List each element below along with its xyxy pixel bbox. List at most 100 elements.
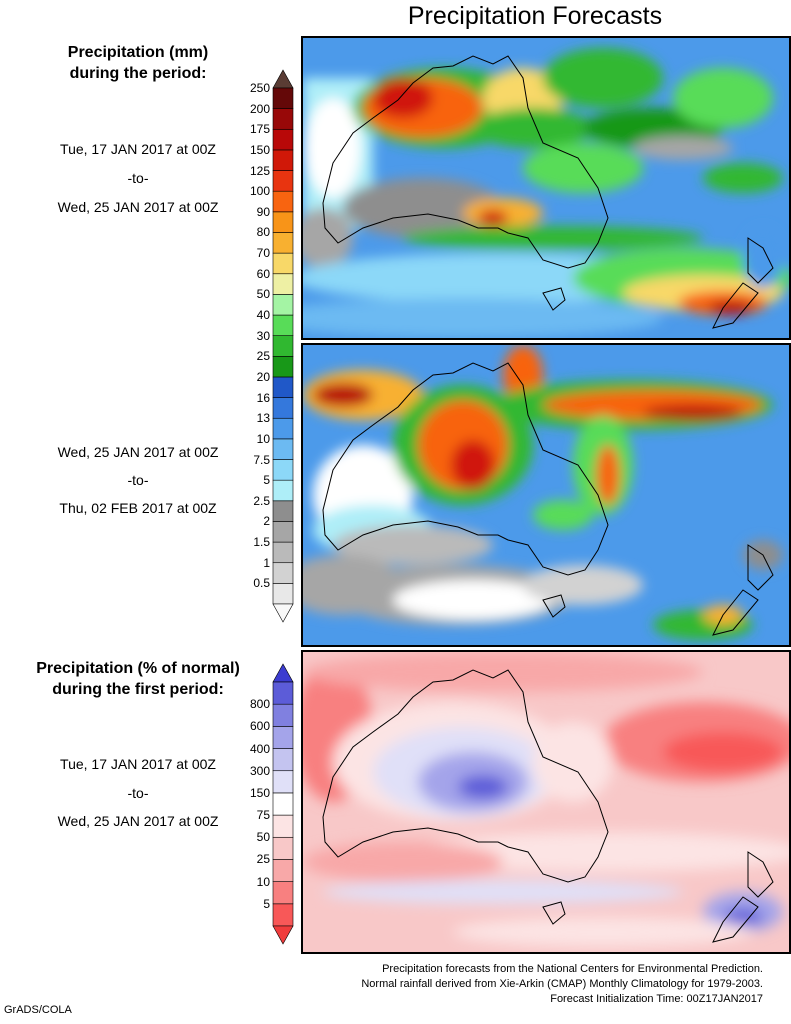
precip-colorbar-tick-label: 125 [249,163,270,178]
anomaly-colorbar-swatch [272,681,294,705]
precip-colorbar-tick-label: 1.5 [253,535,270,550]
footer-line-source: Precipitation forecasts from the Nationa… [382,963,763,975]
precip-colorbar-swatch [272,87,294,109]
footer-line-init-time: Forecast Initialization Time: 00Z17JAN20… [550,993,763,1005]
anomaly-colorbar-tick-label: 600 [249,719,270,734]
anomaly-colorbar-tick-label: 50 [256,830,270,845]
precip-colorbar-swatch [272,314,294,336]
precip-colorbar-tick-label: 40 [256,308,270,323]
precip-colorbar-tick-label: 60 [256,266,270,281]
precip-colorbar-swatch [272,232,294,254]
anomaly-colorbar-tick-label: 25 [256,852,270,867]
precip-colorbar-swatch [272,190,294,213]
anomaly-legend-heading-line1: Precipitation (% of normal) [36,660,240,677]
precip-colorbar-swatch [272,417,294,440]
precip-colorbar-swatch [272,376,294,398]
anomaly-colorbar-tick-label: 150 [249,785,270,800]
map1-tasmania-coastline [542,287,566,311]
precip-colorbar-swatch [272,356,294,378]
precip-colorbar-swatch [272,500,294,522]
anomaly-legend-heading-line2: during the first period: [52,681,224,698]
anomaly-colorbar-swatch [272,792,294,816]
anomaly-map-period1 [301,650,791,954]
map1-australia-coastline [322,55,609,269]
precip-colorbar-swatch [272,294,294,316]
period3-end: Wed, 25 JAN 2017 at 00Z [57,813,219,829]
map2-new-zealand-coastline [712,544,774,636]
anomaly-colorbar-swatch [272,770,294,794]
precip-colorbar-swatch [272,128,294,151]
anomaly-colorbar-tick-label: 5 [263,896,270,911]
precip-colorbar-swatch [272,541,294,564]
precip-colorbar-swatch [272,438,294,460]
precip-colorbar-tick-label: 250 [249,81,270,95]
period3-start: Tue, 17 JAN 2017 at 00Z [60,756,216,772]
precip-map-period2-svg [303,345,789,645]
precip-legend-heading-line1: Precipitation (mm) [67,44,209,61]
period1-start: Tue, 17 JAN 2017 at 00Z [60,141,216,157]
precip-colorbar-tick-label: 13 [256,411,270,426]
precip-legend-heading-line2: during the period: [69,65,207,82]
anomaly-colorbar-top-arrow [272,663,294,683]
map3-anomaly-field [303,652,789,947]
precip-colorbar-swatch [272,252,294,275]
anomaly-colorbar [272,663,294,945]
anomaly-colorbar-swatch [272,903,294,927]
precip-colorbar-swatch [272,273,294,295]
anomaly-colorbar-tick-label: 400 [249,741,270,756]
precip-colorbar-tick-label: 30 [256,328,270,343]
period1-end: Wed, 25 JAN 2017 at 00Z [57,199,219,215]
precip-colorbar-tick-label: 7.5 [253,452,270,467]
period2-start: Wed, 25 JAN 2017 at 00Z [57,444,219,460]
precip-colorbar-tick-label: 1 [263,555,270,570]
anomaly-colorbar-swatch [272,703,294,727]
precip-colorbar-tick-label: 2 [263,514,270,529]
precip-colorbar-swatch [272,521,294,543]
map3-new-zealand-coastline [712,851,774,943]
precip-colorbar-swatch [272,108,294,130]
anomaly-legend-heading: Precipitation (% of normal) during the f… [0,658,276,700]
period3-separator: -to- [127,785,149,801]
precip-map-period2 [301,343,791,647]
period2-separator: -to- [127,472,149,488]
map3-tasmania-coastline [542,901,566,925]
precip-colorbar-swatch [272,583,294,605]
precip-colorbar-top-arrow [272,69,294,89]
anomaly-colorbar-tick-label: 10 [256,874,270,889]
anomaly-colorbar-swatch [272,748,294,772]
precip-colorbar-tick-label: 10 [256,431,270,446]
precip-colorbar-tick-label: 100 [249,184,270,199]
precip-colorbar-tick-label: 90 [256,204,270,219]
precip-legend-heading: Precipitation (mm) during the period: [0,42,276,84]
precip-map-period1 [301,36,791,340]
precip-colorbar-bottom-arrow [272,603,294,623]
precip-colorbar [272,69,294,623]
precip-colorbar-swatch [272,397,294,419]
precip-colorbar-swatch [272,479,294,502]
precip-colorbar-swatch [272,170,294,192]
precip-colorbar-swatch [272,562,294,584]
precip-colorbar-tick-label: 2.5 [253,493,270,508]
map2-australia-coastline [322,362,609,576]
anomaly-colorbar-svg [272,663,294,945]
anomaly-colorbar-tick-label: 300 [249,763,270,778]
precip-colorbar-tick-label: 175 [249,122,270,137]
precip-colorbar-tick-label: 0.5 [253,576,270,591]
map2-precip-field [303,345,783,640]
precip-colorbar-tick-label: 16 [256,390,270,405]
precip-colorbar-tick-label: 25 [256,349,270,364]
anomaly-colorbar-tick-label: 75 [256,808,270,823]
precip-colorbar-tick-label: 5 [263,473,270,488]
precip-colorbar-tick-label: 70 [256,246,270,261]
anomaly-colorbar-swatch [272,726,294,749]
precip-colorbar-swatch [272,211,294,233]
anomaly-map-period1-svg [303,652,789,952]
period2-end: Thu, 02 FEB 2017 at 00Z [59,500,217,516]
precip-colorbar-swatch [272,335,294,357]
footer-line-climatology: Normal rainfall derived from Xie-Arkin (… [361,978,763,990]
period1-separator: -to- [127,170,149,186]
precip-map-period1-svg [303,38,789,338]
anomaly-colorbar-swatch [272,859,294,882]
footer-notes: Precipitation forecasts from the Nationa… [361,962,763,1007]
precip-colorbar-tick-label: 80 [256,225,270,240]
